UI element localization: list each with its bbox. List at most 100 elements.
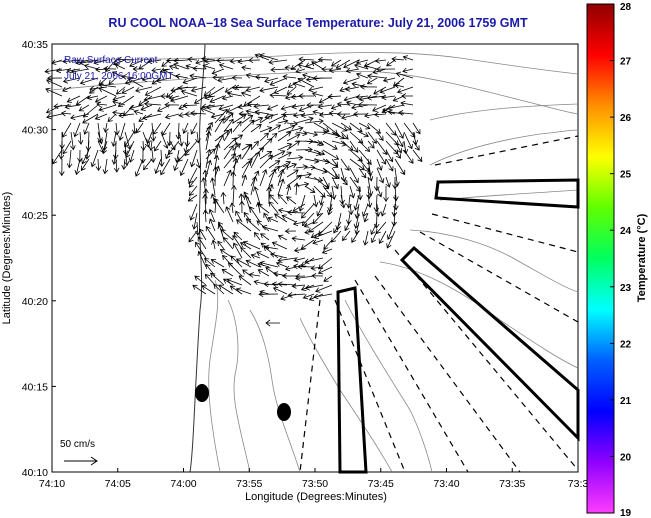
current-vector	[202, 63, 216, 70]
current-vector	[229, 285, 243, 295]
current-vector	[281, 214, 297, 223]
current-vector	[387, 109, 405, 116]
current-vector	[300, 284, 315, 291]
current-vector	[268, 59, 288, 65]
current-vector	[189, 203, 198, 221]
current-vector	[402, 55, 414, 61]
current-vector	[346, 212, 352, 225]
current-vector	[287, 292, 306, 298]
current-vector	[346, 100, 360, 107]
current-vector	[204, 257, 216, 268]
current-vector	[208, 208, 216, 223]
current-vector	[173, 62, 189, 70]
current-vector	[284, 65, 297, 71]
current-vector	[235, 287, 252, 295]
current-vector	[220, 229, 234, 241]
current-vector	[349, 176, 361, 193]
current-vector	[297, 63, 315, 70]
current-vector	[182, 122, 189, 134]
current-vector	[374, 57, 387, 64]
current-vector	[394, 158, 406, 176]
current-vector	[259, 86, 279, 93]
current-vector	[123, 149, 130, 167]
current-vector	[363, 212, 369, 223]
current-vector	[179, 158, 189, 177]
current-vector	[79, 77, 99, 85]
current-vector	[78, 104, 90, 112]
current-vector	[115, 86, 126, 95]
current-vector	[300, 112, 315, 119]
current-vector	[318, 194, 325, 206]
current-vector	[234, 84, 252, 91]
current-vector	[373, 86, 387, 95]
current-vector	[317, 56, 333, 63]
current-vector	[291, 283, 306, 289]
colorbar-tick-label: 22	[620, 339, 632, 350]
current-vector	[341, 113, 360, 120]
current-vector	[352, 111, 369, 117]
x-tick-label: 73:35	[499, 478, 525, 490]
current-vector	[295, 68, 306, 74]
current-vector	[70, 131, 76, 151]
current-vector	[295, 130, 308, 137]
current-vector	[343, 59, 360, 69]
current-vector	[385, 158, 394, 172]
current-vector	[173, 158, 180, 172]
colorbar-tick-label: 25	[620, 170, 632, 181]
current-vector	[62, 140, 72, 155]
current-vector	[211, 239, 217, 250]
current-vector	[269, 252, 288, 259]
current-vector	[94, 113, 108, 120]
current-vector	[118, 122, 126, 141]
current-vector	[292, 203, 306, 212]
current-vector	[269, 77, 288, 86]
current-vector	[358, 140, 371, 153]
current-vector	[286, 133, 301, 142]
current-vector	[308, 86, 324, 93]
current-vector	[277, 193, 288, 205]
current-vector	[257, 203, 270, 214]
current-vector	[75, 59, 90, 66]
current-vector	[157, 104, 171, 112]
current-vector	[256, 251, 270, 259]
current-vector	[62, 122, 72, 138]
current-vector	[313, 167, 328, 174]
current-vector	[358, 149, 372, 165]
current-vector	[412, 140, 420, 151]
current-vector	[231, 184, 237, 205]
current-vector	[233, 242, 243, 259]
current-vector	[243, 191, 252, 205]
current-vector	[45, 87, 63, 97]
current-vector	[150, 122, 157, 142]
current-vector	[293, 182, 300, 196]
current-vector	[265, 319, 280, 327]
current-vector	[81, 149, 90, 165]
current-vector	[271, 241, 288, 250]
current-vector	[250, 175, 258, 196]
current-vector	[142, 113, 162, 121]
current-vector	[152, 122, 162, 135]
current-vector	[205, 148, 212, 169]
current-vector	[195, 158, 202, 169]
current-vector	[400, 100, 414, 107]
current-vector	[250, 123, 262, 133]
current-vector	[344, 221, 351, 232]
current-vector	[394, 82, 405, 89]
colorbar-tick-label: 21	[620, 396, 632, 407]
current-vector	[367, 167, 374, 182]
current-vector	[286, 174, 303, 187]
current-vector	[239, 200, 245, 214]
current-vector	[266, 186, 272, 205]
current-vector	[317, 221, 333, 236]
current-vector	[242, 240, 261, 250]
colorbar-ticks: 28 27 26 25 24 23 22 21 20 19	[610, 2, 632, 518]
current-vector	[128, 149, 135, 163]
plot-content: Raw Surface Current July 21, 2006 16:00G…	[44, 43, 580, 474]
current-vector	[116, 56, 135, 63]
current-vector	[193, 95, 207, 104]
current-vector	[121, 86, 135, 94]
current-vector	[303, 221, 315, 228]
current-vector	[295, 172, 312, 178]
current-vector	[340, 158, 350, 172]
colorbar-tick-label: 28	[620, 2, 632, 13]
